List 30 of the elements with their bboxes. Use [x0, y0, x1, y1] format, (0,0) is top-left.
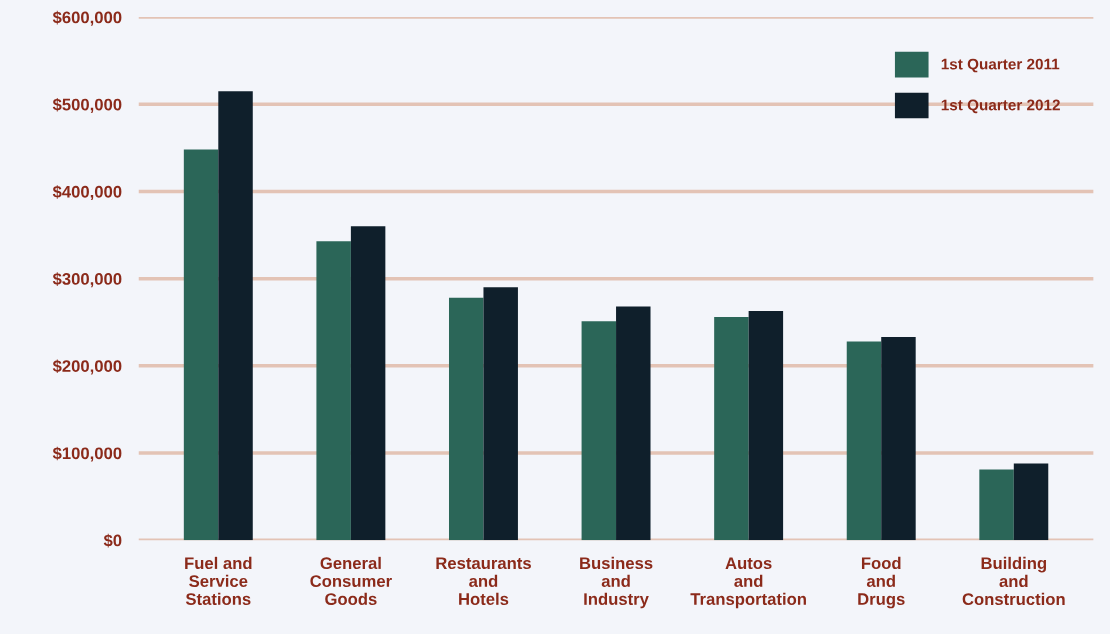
x-tick-label: Building and Construction: [962, 556, 1065, 606]
bar: [1013, 463, 1049, 541]
x-tick-label: Restaurants and Hotels: [436, 557, 531, 605]
x-tick-label: General Consumer Goods: [310, 556, 392, 605]
bar: [846, 341, 882, 541]
bar: [483, 287, 518, 541]
x-tick-label: Fuel and Service Stations: [185, 556, 252, 605]
x-tick-label: Autos and Transportation: [690, 557, 806, 609]
y-tick-label: $400,000: [52, 185, 122, 201]
bar: [881, 337, 916, 541]
legend-label: 1st Quarter 2012: [941, 99, 1060, 114]
y-tick-label: $600,000: [52, 10, 122, 26]
y-tick-label: $200,000: [52, 359, 122, 375]
bar: [350, 226, 386, 541]
bar: [748, 310, 784, 541]
y-tick-label: $100,000: [52, 446, 122, 462]
bar: [183, 149, 219, 541]
bar: [218, 91, 253, 541]
bar: [581, 321, 617, 541]
bar: [714, 317, 749, 541]
bar: [616, 306, 651, 541]
legend-label: 1st Quarter 2011: [941, 58, 1060, 73]
bar: [979, 469, 1014, 541]
x-tick-label: Food and Drugs: [858, 556, 905, 609]
bar: [316, 241, 351, 541]
y-tick-label: $500,000: [52, 97, 122, 113]
y-tick-label: $300,000: [52, 272, 122, 288]
x-tick-label: Business and Industry: [580, 556, 653, 609]
bar: [448, 297, 484, 541]
y-tick-label: $0: [103, 533, 122, 548]
